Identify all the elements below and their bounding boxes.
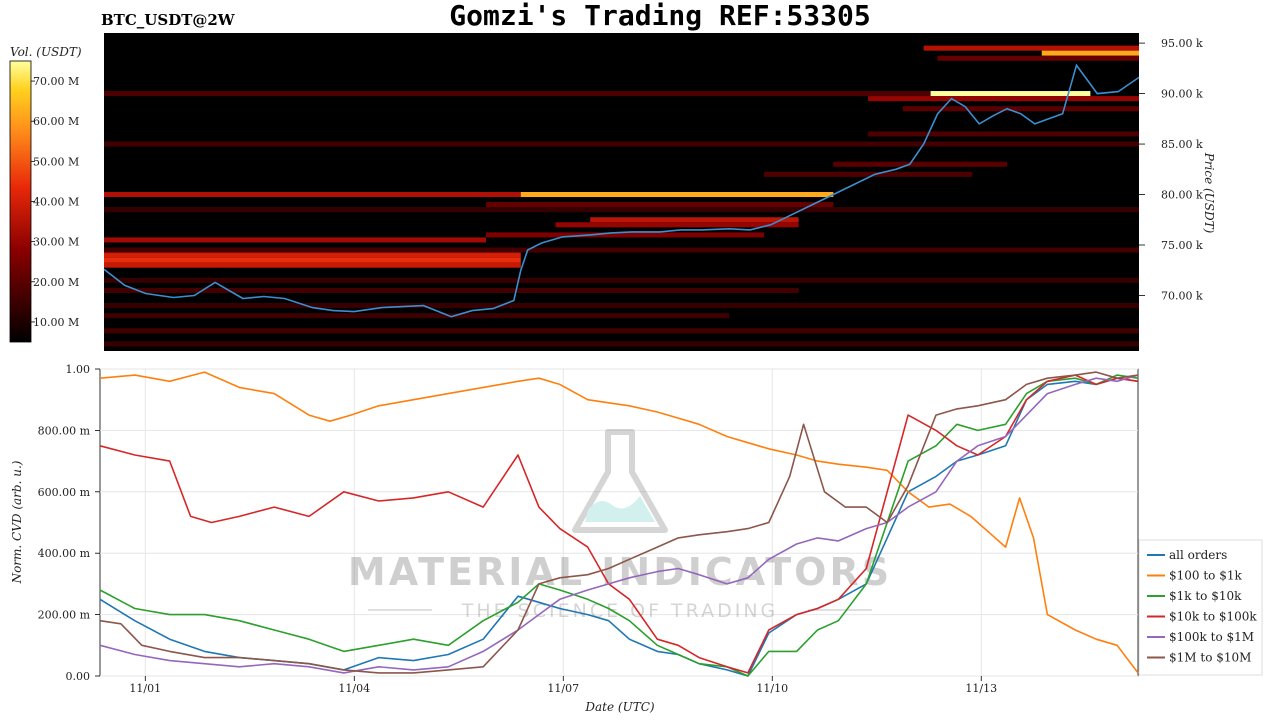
price-line bbox=[103, 63, 1140, 318]
cvd-x-tick-label: 11/01 bbox=[129, 682, 161, 695]
cvd-x-axis-label: Date (UTC) bbox=[584, 700, 654, 714]
cvd-y-axis: 0.00 200.00 m 400.00 m 600.00 m 800.00 m 1.00 bbox=[38, 363, 100, 683]
colorbar: Vol. (USDT) 10.00 M 20.00 M 30.00 M 40.00 M… bbox=[9, 45, 82, 343]
heatmap-level-band bbox=[833, 161, 1008, 167]
legend-item-label: all orders bbox=[1169, 548, 1227, 562]
watermark-tagline: THE SCIENCE OF TRADING bbox=[461, 600, 779, 622]
cvd-y-tick-label: 600.00 m bbox=[38, 486, 91, 499]
heatmap-level-band bbox=[104, 313, 730, 319]
cvd-y-tick-label: 1.00 bbox=[66, 363, 91, 376]
colorbar-tick-label: 70.00 M bbox=[33, 75, 79, 88]
flask-icon bbox=[572, 429, 668, 533]
cvd-series-lines bbox=[99, 371, 1139, 677]
cvd-plot-area bbox=[99, 368, 1139, 677]
heatmap-level-band bbox=[902, 106, 1139, 112]
legend-items: all orders $100 to $1k $1k to $10k $10k to … bbox=[1147, 548, 1257, 665]
price-axis-tick-label: 70.00 k bbox=[1161, 289, 1203, 302]
heatmap-level-band bbox=[104, 207, 1139, 213]
cvd-y-axis-label: Norm. CVD (arb. u.) bbox=[10, 460, 24, 584]
heatmap-level-band bbox=[104, 303, 1139, 309]
heatmap-level-band bbox=[104, 91, 931, 97]
price-axis-tick-label: 75.00 k bbox=[1161, 239, 1203, 252]
cvd-panel: MATERIAL INDICATORS THE SCIENCE OF TRADI… bbox=[10, 363, 1263, 714]
colorbar-tick-label: 60.00 M bbox=[33, 115, 79, 128]
chart-symbol-label: BTC_USDT@2W bbox=[101, 11, 236, 29]
cvd-x-tick-label: 11/10 bbox=[756, 682, 788, 695]
colorbar-tick-label: 40.00 M bbox=[33, 196, 79, 209]
heatmap-level-band bbox=[104, 247, 1139, 253]
heatmap-level-band bbox=[930, 91, 1091, 97]
price-axis-tick-label: 85.00 k bbox=[1161, 138, 1203, 151]
heatmap-levels bbox=[104, 45, 1139, 347]
legend-box bbox=[1138, 539, 1263, 676]
heatmap-level-band bbox=[937, 55, 1139, 61]
cvd-series-b1k_10k bbox=[99, 374, 1139, 677]
heatmap-level-band bbox=[486, 232, 764, 238]
cvd-y-tick-label: 200.00 m bbox=[38, 609, 91, 622]
heatmap-level-band bbox=[104, 141, 1139, 147]
chart-main-title: Gomzi's Trading REF:53305 bbox=[449, 0, 870, 32]
heatmap-level-band bbox=[868, 96, 1139, 102]
heatmap-level-band bbox=[104, 277, 1139, 283]
cvd-y-tick-label: 0.00 bbox=[66, 670, 91, 683]
price-axis-tick-label: 90.00 k bbox=[1161, 88, 1203, 101]
cvd-series-b10k_100k bbox=[99, 374, 1139, 674]
heatmap-level-band bbox=[555, 222, 799, 228]
heatmap-level-band bbox=[486, 202, 834, 208]
heatmap-level-band bbox=[763, 171, 973, 177]
cvd-series-b100k_1m bbox=[99, 374, 1139, 674]
heatmap-level-band bbox=[104, 328, 1139, 334]
heatmap-level-band bbox=[104, 341, 1139, 347]
cvd-series-b1m_10m bbox=[99, 371, 1139, 674]
colorbar-tick-label: 30.00 M bbox=[33, 236, 79, 249]
heatmap-level-band bbox=[868, 131, 1139, 137]
legend-item-label: $1k to $10k bbox=[1169, 589, 1242, 603]
cvd-series-b100_1k bbox=[99, 371, 1139, 674]
price-axis-tick-label: 80.00 k bbox=[1161, 189, 1203, 202]
colorbar-label: Vol. (USDT) bbox=[10, 45, 82, 59]
price-axis: 70.00 k 75.00 k 80.00 k 85.00 k 90.00 k 95.00… bbox=[1139, 37, 1203, 302]
heatmap-level-band bbox=[104, 192, 521, 198]
cvd-x-tick-label: 11/07 bbox=[547, 682, 579, 695]
cvd-x-tick-label: 11/13 bbox=[965, 682, 997, 695]
flask-liquid-icon bbox=[585, 496, 655, 522]
legend-item-label: $10k to $100k bbox=[1169, 610, 1257, 624]
cvd-y-tick-label: 400.00 m bbox=[38, 547, 91, 560]
legend-item-label: $1M to $10M bbox=[1169, 651, 1251, 665]
cvd-y-tick-label: 800.00 m bbox=[38, 424, 91, 437]
colorbar-gradient bbox=[9, 60, 32, 343]
colorbar-tick-label: 20.00 M bbox=[33, 276, 79, 289]
colorbar-tick-label: 50.00 M bbox=[33, 155, 79, 168]
watermark-brand: MATERIAL INDICATORS bbox=[348, 550, 892, 594]
cvd-x-tick-label: 11/04 bbox=[338, 682, 370, 695]
heatmap-level-band bbox=[520, 192, 834, 198]
heatmap-panel: 70.00 k 75.00 k 80.00 k 85.00 k 90.00 k 95.00… bbox=[103, 33, 1216, 351]
heatmap-level-band bbox=[104, 252, 521, 258]
heatmap-level-band bbox=[923, 45, 1139, 51]
watermark: MATERIAL INDICATORS THE SCIENCE OF TRADI… bbox=[348, 429, 892, 622]
legend-item-label: $100k to $1M bbox=[1169, 630, 1254, 644]
heatmap-level-band bbox=[590, 217, 799, 223]
heatmap-level-band bbox=[104, 257, 521, 263]
heatmap-level-band bbox=[104, 237, 487, 243]
colorbar-ticks: 10.00 M 20.00 M 30.00 M 40.00 M 50.00 M 60.00… bbox=[31, 75, 79, 329]
price-axis-label: Price (USDT) bbox=[1202, 152, 1216, 234]
colorbar-tick-label: 10.00 M bbox=[33, 316, 79, 329]
heatmap-level-band bbox=[104, 262, 521, 268]
heatmap-level-band bbox=[104, 287, 799, 293]
cvd-x-axis: 11/01 11/04 11/07 11/10 11/13 bbox=[129, 676, 997, 695]
price-axis-tick-label: 95.00 k bbox=[1161, 37, 1203, 50]
heatmap-level-band bbox=[1041, 50, 1139, 56]
legend-item-label: $100 to $1k bbox=[1169, 569, 1242, 583]
legend: all orders $100 to $1k $1k to $10k $10k to … bbox=[1138, 539, 1263, 676]
